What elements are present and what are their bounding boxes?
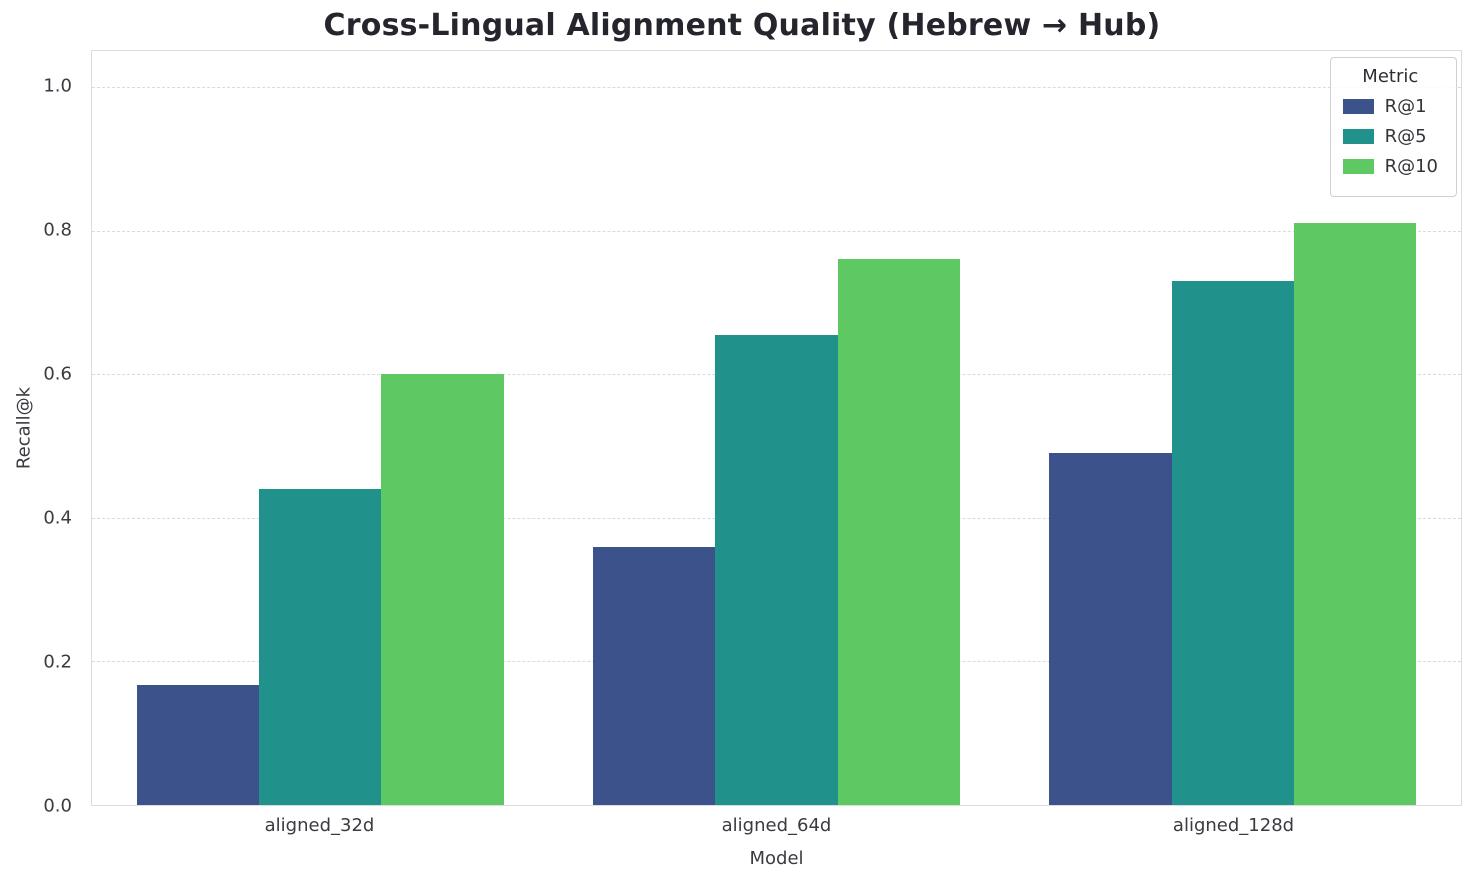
legend-items: R@1 R@5 R@10 <box>1342 96 1438 177</box>
legend: Metric R@1 R@5 R@10 <box>1329 57 1457 197</box>
plot-area <box>91 50 1462 806</box>
y-tick-label: 1.0 <box>43 75 72 97</box>
bar-aligned_32d-R@1 <box>136 685 260 805</box>
bar-aligned_64d-R@10 <box>837 259 960 805</box>
x-tick-label-aligned_32d: aligned_32d <box>264 815 375 836</box>
legend-swatch-icon <box>1342 129 1374 144</box>
y-tick-label: 0.0 <box>43 795 72 817</box>
bar-aligned_128d-R@10 <box>1293 223 1417 805</box>
bar-aligned_32d-R@10 <box>381 374 504 805</box>
legend-item-R@10: R@10 <box>1342 156 1438 177</box>
y-axis-ticks: 0.0 0.2 0.4 0.6 0.8 1.0 <box>0 50 84 817</box>
legend-label: R@1 <box>1384 96 1427 117</box>
legend-item-R@5: R@5 <box>1342 126 1438 147</box>
bar-groups <box>92 51 1461 805</box>
y-tick-label: 0.2 <box>43 651 72 673</box>
legend-item-R@1: R@1 <box>1342 96 1438 117</box>
bar-aligned_32d-R@5 <box>259 489 382 805</box>
legend-swatch-icon <box>1342 99 1374 114</box>
bar-group-aligned_128d <box>1005 51 1461 805</box>
chart-title: Cross-Lingual Alignment Quality (Hebrew … <box>323 8 1161 43</box>
legend-title: Metric <box>1362 66 1419 87</box>
gridline <box>92 230 1461 232</box>
bar-group-aligned_64d <box>548 51 1004 805</box>
y-tick-label: 0.6 <box>43 363 72 385</box>
bar-aligned_128d-R@5 <box>1171 280 1294 805</box>
x-axis-label: Model <box>749 848 804 869</box>
y-tick-label: 0.4 <box>43 507 72 529</box>
x-axis-ticks: aligned_32d aligned_64d aligned_128d <box>91 815 1462 836</box>
y-tick-label: 0.8 <box>43 219 72 241</box>
bar-aligned_64d-R@5 <box>715 334 838 805</box>
legend-label: R@10 <box>1384 156 1438 177</box>
gridline <box>92 86 1461 88</box>
bar-aligned_128d-R@1 <box>1049 453 1172 805</box>
legend-swatch-icon <box>1342 159 1374 174</box>
legend-label: R@5 <box>1384 126 1427 147</box>
bar-group-aligned_32d <box>92 51 548 805</box>
bar-aligned_64d-R@1 <box>593 546 716 805</box>
x-tick-label-aligned_128d: aligned_128d <box>1172 815 1295 836</box>
x-tick-label-aligned_64d: aligned_64d <box>721 815 832 836</box>
